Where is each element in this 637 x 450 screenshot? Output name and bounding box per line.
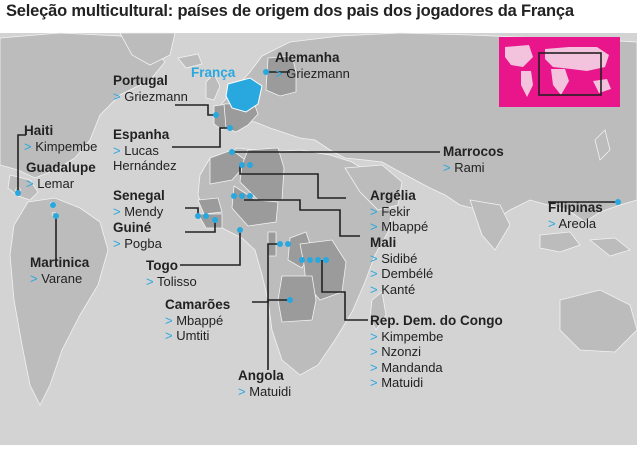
- country-name: Togo: [146, 258, 178, 273]
- country-name: Espanha: [113, 127, 170, 142]
- label-togo: Togo Tolisso: [146, 258, 197, 289]
- country-france: [225, 77, 263, 113]
- country-name: Haiti: [24, 123, 54, 138]
- player-name: Mbappé: [370, 219, 428, 235]
- india: [469, 199, 511, 251]
- leader-togo: [180, 230, 241, 266]
- country-name: Senegal: [113, 188, 165, 203]
- player-name: Kimpembe: [370, 329, 503, 345]
- player-name: Pogba: [113, 236, 162, 252]
- country-name: Filipinas: [548, 200, 603, 215]
- player-name: Kimpembe: [24, 139, 97, 155]
- player-name: Griezmann: [113, 89, 188, 105]
- leader-camaroes: [252, 243, 280, 303]
- uk: [205, 73, 221, 101]
- label-argelia: Argélia Fekir Mbappé: [370, 188, 428, 235]
- player-name: Tolisso: [146, 274, 197, 290]
- label-guadalupe: Guadalupe Lemar: [26, 160, 96, 191]
- player-name: Sidibé: [370, 251, 433, 267]
- country-name: Argélia: [370, 188, 416, 203]
- player-name: Rami: [443, 160, 504, 176]
- label-marrocos: Marrocos Rami: [443, 144, 504, 175]
- indonesia: [539, 231, 581, 253]
- leader-lines: [17, 71, 618, 370]
- label-france: França: [191, 65, 235, 81]
- country-name: França: [191, 65, 236, 80]
- label-haiti: Haiti Kimpembe: [24, 123, 97, 154]
- iceland: [177, 53, 203, 69]
- player-name: Griezmann: [275, 66, 350, 82]
- label-martinica: Martinica Varane: [30, 255, 89, 286]
- label-rep-dem-congo: Rep. Dem. do Congo Kimpembe Nzonzi Manda…: [370, 313, 503, 391]
- label-guine: Guiné Pogba: [113, 220, 162, 251]
- country-name: Guiné: [113, 220, 152, 235]
- player-name: Lemar: [26, 176, 96, 192]
- leader-mali: [244, 199, 360, 237]
- player-name: Matuidi: [370, 375, 503, 391]
- leader-portugal: [175, 104, 216, 116]
- leader-espanha: [172, 127, 230, 148]
- player-name: Umtiti: [165, 328, 230, 344]
- country-name: Marrocos: [443, 144, 504, 159]
- country-name: Alemanha: [275, 50, 340, 65]
- label-alemanha: Alemanha Griezmann: [275, 50, 350, 81]
- player-name: Areola: [548, 216, 603, 232]
- player-name: Mandanda: [370, 360, 503, 376]
- map-title: Seleção multicultural: países de origem …: [6, 2, 574, 20]
- leader-guine: [185, 220, 216, 233]
- country-name: Camarões: [165, 297, 231, 312]
- south-america: [9, 197, 109, 406]
- player-name: Mendy: [113, 204, 165, 220]
- country-angola: [277, 275, 317, 323]
- label-senegal: Senegal Mendy: [113, 188, 165, 219]
- inset-focus-box: [538, 52, 602, 96]
- greenland: [119, 32, 176, 66]
- player-name: Kanté: [370, 282, 433, 298]
- country-senegal: [197, 197, 223, 215]
- inset-world-svg: [505, 45, 611, 97]
- label-camaroes: Camarões Mbappé Umtiti: [165, 297, 230, 344]
- country-name: Angola: [238, 368, 284, 383]
- player-name: Fekir: [370, 204, 428, 220]
- label-mali: Mali Sidibé Dembélé Kanté: [370, 235, 433, 297]
- new-guinea: [588, 237, 631, 257]
- label-portugal: Portugal Griezmann: [113, 73, 188, 104]
- player-name: Matuidi: [238, 384, 291, 400]
- country-name: Rep. Dem. do Congo: [370, 313, 503, 328]
- player-dots: [15, 69, 621, 303]
- country-name: Portugal: [113, 73, 168, 88]
- country-name: Martinica: [30, 255, 90, 270]
- player-name: Lucas Hernández: [113, 143, 193, 174]
- leader-rdc: [321, 260, 368, 321]
- player-name: Dembélé: [370, 266, 433, 282]
- player-name: Nzonzi: [370, 344, 503, 360]
- label-filipinas: Filipinas Areola: [548, 200, 603, 231]
- label-espanha: Espanha Lucas Hernández: [113, 127, 193, 174]
- country-name: Guadalupe: [26, 160, 96, 175]
- leader-angola: [267, 299, 290, 370]
- player-name: Varane: [30, 271, 89, 287]
- country-name: Mali: [370, 235, 397, 250]
- leader-argelia: [239, 165, 346, 199]
- player-name: Mbappé: [165, 313, 230, 329]
- japan: [594, 129, 611, 161]
- leader-haiti: [17, 134, 26, 193]
- inset-world-map: [499, 37, 620, 107]
- label-angola: Angola Matuidi: [238, 368, 291, 399]
- australia: [559, 289, 637, 353]
